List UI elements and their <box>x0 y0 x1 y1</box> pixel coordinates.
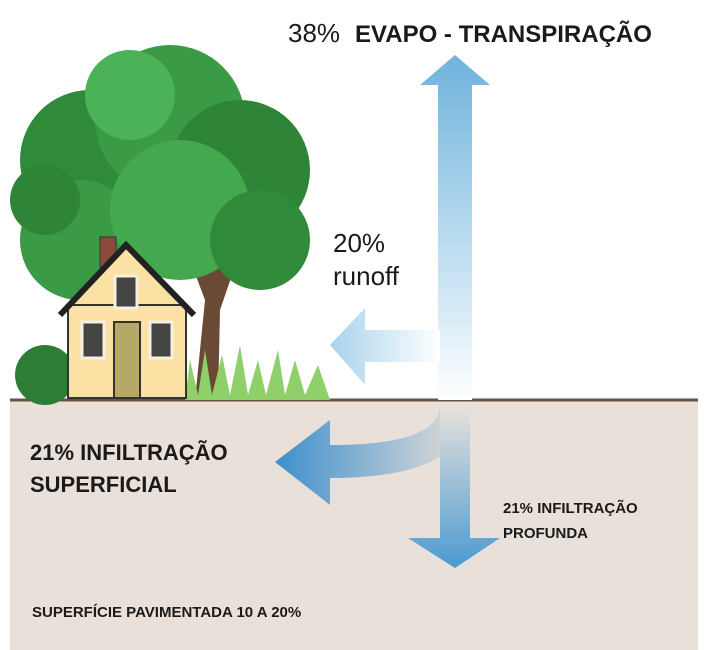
deep-infiltration-line: PROFUNDA <box>503 525 588 542</box>
runoff-label: runoff <box>333 261 400 291</box>
footer: SUPERFÍCIE PAVIMENTADA 10 A 20% <box>32 604 301 621</box>
shallow-infiltration-line: SUPERFICIAL <box>30 472 177 497</box>
diagram: 38% EVAPO - TRANSPIRAÇÃO 20% runoff 21% … <box>0 0 708 650</box>
deep-infiltration-line: 21% INFILTRAÇÃO <box>503 499 638 517</box>
evapotranspiration-label: EVAPO - TRANSPIRAÇÃO <box>355 20 652 48</box>
runoff-arrow <box>330 308 440 385</box>
shallow-infiltration-line: 21% INFILTRAÇÃO <box>30 440 228 465</box>
runoff-percent: 20% <box>333 228 385 258</box>
evapotranspiration-percent: 38% <box>288 18 340 48</box>
